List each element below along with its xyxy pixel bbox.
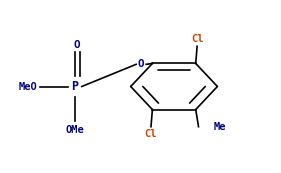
Text: P: P xyxy=(71,80,78,93)
Text: Cl: Cl xyxy=(191,34,203,44)
Text: Me: Me xyxy=(214,122,226,132)
Text: MeO: MeO xyxy=(18,81,37,92)
Text: O: O xyxy=(74,40,81,50)
Text: OMe: OMe xyxy=(65,125,84,135)
Text: O: O xyxy=(138,59,144,69)
Text: Cl: Cl xyxy=(145,129,157,139)
